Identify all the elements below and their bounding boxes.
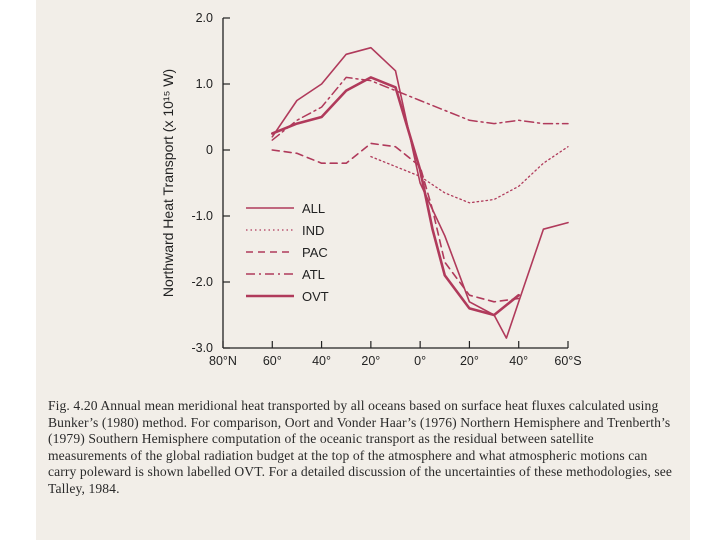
caption-text: Annual mean meridional heat transported …	[48, 398, 673, 496]
x-tick-label: 60°	[263, 354, 282, 368]
series-line-ovt	[271, 76, 520, 317]
series-line-ind	[370, 146, 569, 204]
figure-caption: Fig. 4.20 Annual mean meridional heat tr…	[48, 398, 676, 497]
legend-label-atl: ATL	[302, 267, 325, 282]
y-tick-label: -2.0	[191, 275, 213, 289]
x-tick-label: 40°	[312, 354, 331, 368]
y-tick-label: 2.0	[196, 11, 213, 25]
legend-label-pac: PAC	[302, 245, 328, 260]
scanned-page: 2.0 1.0 0 -1.0 -2.0 -3.0 80°N 60° 40° 20° 0° 20° 40°…	[36, 0, 690, 540]
x-tick-label: 40°	[509, 354, 528, 368]
y-tick-label: -1.0	[191, 209, 213, 223]
series-line-pac	[271, 142, 520, 303]
legend-label-ovt: OVT	[302, 289, 329, 304]
x-tick-label: 20°	[361, 354, 380, 368]
chart: 2.0 1.0 0 -1.0 -2.0 -3.080°N 60° 40° 20° 0° 20° 40°…	[160, 11, 582, 368]
legend-label-all: ALL	[302, 201, 325, 216]
legend-label-ind: IND	[302, 223, 324, 238]
caption-label: Fig. 4.20	[48, 398, 98, 413]
y-tick-label: 0	[206, 143, 213, 157]
y-tick-label: -3.0	[191, 341, 213, 355]
x-tick-label: 60°S	[554, 354, 581, 368]
y-axis-label: Northward Heat Transport (x 10¹⁵ W)	[160, 69, 176, 297]
series-line-atl	[271, 76, 569, 141]
y-tick-label: 1.0	[196, 77, 213, 91]
x-tick-label: 20°	[460, 354, 479, 368]
x-tick-label: 80°N	[209, 354, 237, 368]
x-tick-label: 0°	[414, 354, 426, 368]
